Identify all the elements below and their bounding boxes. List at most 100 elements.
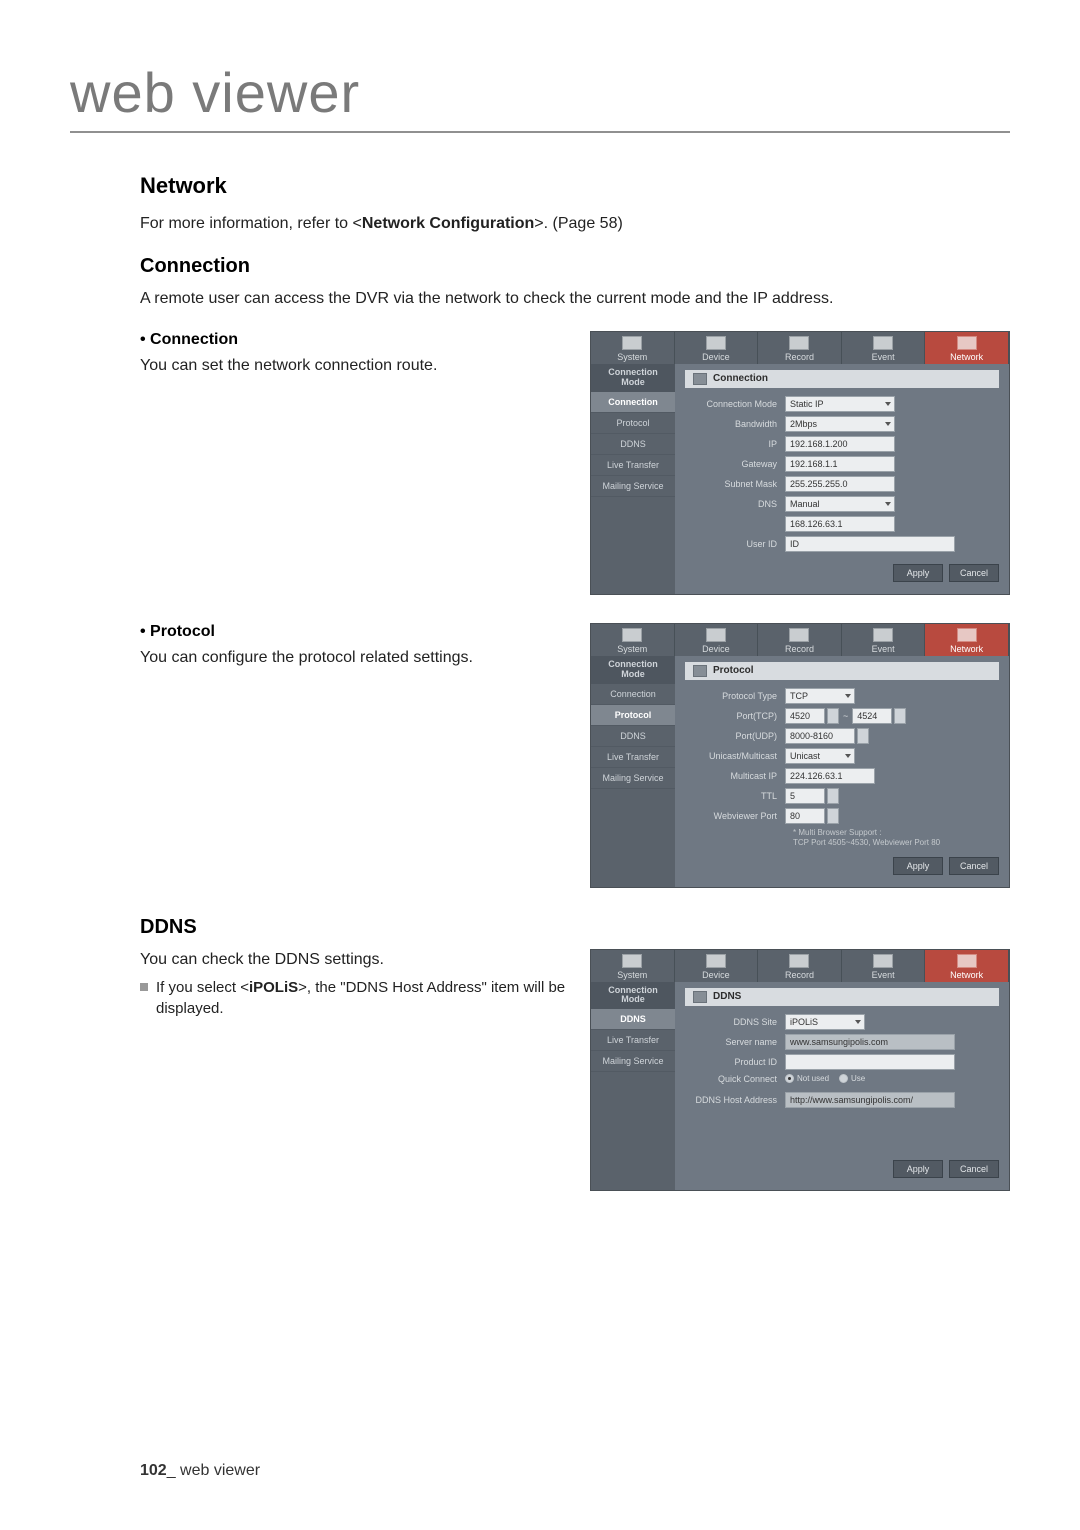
label-subnet: Subnet Mask (685, 479, 785, 489)
tab-record[interactable]: Record (758, 624, 842, 656)
footer-title: web viewer (180, 1462, 260, 1479)
sidebar-item-ddns[interactable]: DDNS (591, 434, 675, 455)
dns-mode-select[interactable]: Manual (785, 496, 895, 512)
cancel-button[interactable]: Cancel (949, 1160, 999, 1178)
ttl-spinner[interactable] (827, 788, 839, 804)
event-icon (873, 954, 893, 968)
tab-network[interactable]: Network (925, 332, 1009, 364)
mip-input[interactable]: 224.126.63.1 (785, 768, 875, 784)
host-display: http://www.samsungipolis.com/ (785, 1092, 955, 1108)
tab-network[interactable]: Network (925, 950, 1009, 982)
qc-use-radio[interactable] (839, 1074, 848, 1083)
tcp2-spinner[interactable] (894, 708, 906, 724)
apply-button[interactable]: Apply (893, 564, 943, 582)
tcp2-input[interactable]: 4524 (852, 708, 892, 724)
tab-network[interactable]: Network (925, 624, 1009, 656)
panel-tabs: System Device Record Event Network (591, 950, 1009, 982)
device-icon (706, 954, 726, 968)
tab-record-label: Record (758, 644, 841, 654)
dns-ip-input[interactable]: 168.126.63.1 (785, 516, 895, 532)
unicast-select[interactable]: Unicast (785, 748, 855, 764)
apply-button[interactable]: Apply (893, 857, 943, 875)
sidebar-item-live[interactable]: Live Transfer (591, 455, 675, 476)
tab-device[interactable]: Device (675, 950, 759, 982)
tab-record[interactable]: Record (758, 332, 842, 364)
tab-event[interactable]: Event (842, 624, 926, 656)
sidebar-item-mailing[interactable]: Mailing Service (591, 1051, 675, 1072)
udp-input[interactable]: 8000-8160 (785, 728, 855, 744)
form-title-text: Connection (713, 373, 768, 384)
sidebar-head: Connection Mode (591, 982, 675, 1010)
panel-sidebar: Connection Mode Connection Protocol DDNS… (591, 364, 675, 594)
page-footer: 102_ web viewer (140, 1462, 260, 1480)
tab-system-label: System (591, 644, 674, 654)
sidebar-item-mailing[interactable]: Mailing Service (591, 476, 675, 497)
sidebar-item-connection[interactable]: Connection (591, 684, 675, 705)
tab-device[interactable]: Device (675, 332, 759, 364)
ddns-heading: DDNS (140, 916, 1010, 939)
pid-input[interactable] (785, 1054, 955, 1070)
network-icon (957, 954, 977, 968)
label-unicast: Unicast/Multicast (685, 751, 785, 761)
record-icon (789, 336, 809, 350)
sidebar-item-connection[interactable]: Connection (591, 392, 675, 413)
sidebar-item-protocol[interactable]: Protocol (591, 413, 675, 434)
bandwidth-select[interactable]: 2Mbps (785, 416, 895, 432)
cancel-button[interactable]: Cancel (949, 564, 999, 582)
tab-record-label: Record (758, 970, 841, 980)
tab-record[interactable]: Record (758, 950, 842, 982)
tab-system-label: System (591, 970, 674, 980)
protocol-note2: TCP Port 4505~4530, Webviewer Port 80 (685, 838, 999, 848)
userid-input[interactable]: ID (785, 536, 955, 552)
cancel-button[interactable]: Cancel (949, 857, 999, 875)
mode-select[interactable]: Static IP (785, 396, 895, 412)
tab-device[interactable]: Device (675, 624, 759, 656)
tcp1-spinner[interactable] (827, 708, 839, 724)
label-qc: Quick Connect (685, 1074, 785, 1084)
tab-event[interactable]: Event (842, 950, 926, 982)
ddns-desc: You can check the DDNS settings. (140, 949, 570, 971)
sidebar-item-live[interactable]: Live Transfer (591, 1030, 675, 1051)
tab-network-label: Network (925, 352, 1008, 362)
ip-input[interactable]: 192.168.1.200 (785, 436, 895, 452)
webport-input[interactable]: 80 (785, 808, 825, 824)
device-icon (706, 336, 726, 350)
network-intro-post: >. (Page 58) (534, 215, 623, 232)
sidebar-item-protocol[interactable]: Protocol (591, 705, 675, 726)
label-bandwidth: Bandwidth (685, 419, 785, 429)
tab-event-label: Event (842, 970, 925, 980)
tab-device-label: Device (675, 644, 758, 654)
label-ttl: TTL (685, 791, 785, 801)
tab-system[interactable]: System (591, 332, 675, 364)
udp-spinner[interactable] (857, 728, 869, 744)
webport-spinner[interactable] (827, 808, 839, 824)
panel-tabs: System Device Record Event Network (591, 332, 1009, 364)
sidebar-item-mailing[interactable]: Mailing Service (591, 768, 675, 789)
sidebar-item-live[interactable]: Live Transfer (591, 747, 675, 768)
sidebar-item-ddns[interactable]: DDNS (591, 726, 675, 747)
tcp1-input[interactable]: 4520 (785, 708, 825, 724)
tab-system[interactable]: System (591, 950, 675, 982)
ptype-select[interactable]: TCP (785, 688, 855, 704)
label-pid: Product ID (685, 1057, 785, 1067)
label-dns: DNS (685, 499, 785, 509)
sidebar-item-ddns[interactable]: DDNS (591, 1009, 675, 1030)
ttl-input[interactable]: 5 (785, 788, 825, 804)
gateway-input[interactable]: 192.168.1.1 (785, 456, 895, 472)
form-title-connection: Connection (685, 370, 999, 388)
ddns-note: If you select <iPOLiS>, the "DDNS Host A… (140, 977, 570, 1019)
qc-notused-radio[interactable] (785, 1074, 794, 1083)
tab-event-label: Event (842, 644, 925, 654)
network-heading: Network (140, 173, 1010, 199)
tab-system[interactable]: System (591, 624, 675, 656)
tab-event[interactable]: Event (842, 332, 926, 364)
site-select[interactable]: iPOLiS (785, 1014, 865, 1030)
system-icon (622, 954, 642, 968)
label-mode: Connection Mode (685, 399, 785, 409)
apply-button[interactable]: Apply (893, 1160, 943, 1178)
network-intro: For more information, refer to <Network … (140, 213, 1010, 235)
tab-record-label: Record (758, 352, 841, 362)
subnet-input[interactable]: 255.255.255.0 (785, 476, 895, 492)
label-ip: IP (685, 439, 785, 449)
label-ptype: Protocol Type (685, 691, 785, 701)
